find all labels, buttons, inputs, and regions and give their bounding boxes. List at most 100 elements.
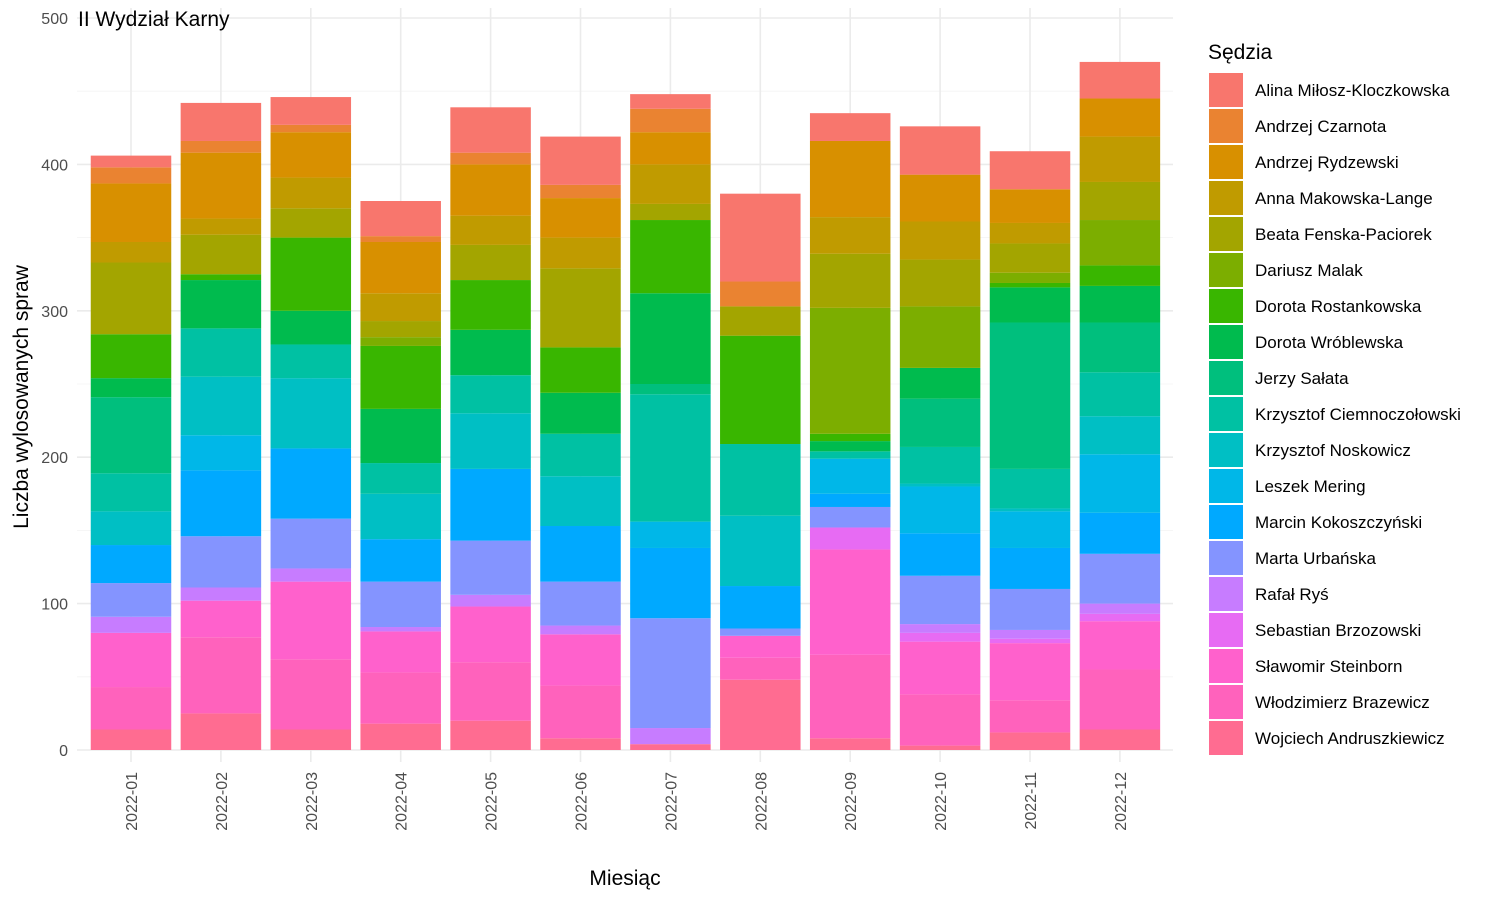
- y-tick-label: 100: [41, 597, 68, 614]
- bar-segment: [899, 483, 981, 487]
- bar-segment: [540, 526, 621, 582]
- legend-key: [1209, 721, 1243, 755]
- bar-segment: [360, 627, 441, 632]
- bar-segment: [90, 241, 172, 263]
- legend-items: Alina Miłosz-Kloczkowska Andrzej Czarnota…: [1209, 73, 1461, 755]
- bar-segment: [899, 694, 981, 746]
- x-tick-label: 2022-12: [1113, 772, 1130, 831]
- bar-segment: [540, 198, 621, 238]
- bar-segment: [270, 344, 352, 379]
- bar-segment: [1079, 553, 1161, 604]
- legend-label: Alina Miłosz-Kloczkowska: [1255, 81, 1450, 100]
- legend-label: Andrzej Czarnota: [1255, 117, 1387, 136]
- bar-segment: [540, 685, 621, 739]
- bar-segment: [90, 729, 172, 750]
- bar-segment: [90, 616, 172, 633]
- legend-label: Wojciech Andruszkiewicz: [1255, 729, 1445, 748]
- legend-key: [1209, 577, 1243, 611]
- bar-segment: [809, 506, 891, 528]
- legend-label: Leszek Mering: [1255, 477, 1366, 496]
- bar-segment: [360, 293, 441, 322]
- bar-segment: [720, 444, 801, 516]
- y-axis-ticks: 0 100 200 300 400 500: [41, 11, 68, 760]
- bar-segment: [809, 451, 891, 459]
- bar-segment: [180, 536, 262, 588]
- legend-label: Andrzej Rydzewski: [1255, 153, 1399, 172]
- bar-segment: [1079, 729, 1161, 750]
- bar-segment: [809, 738, 891, 750]
- bar-segment: [360, 241, 441, 294]
- bar-segment: [1079, 669, 1161, 730]
- bar-segment: [270, 177, 352, 209]
- bar-segment: [720, 193, 801, 282]
- bar-segment: [989, 588, 1071, 630]
- bar-segment: [450, 152, 531, 165]
- y-tick-label: 0: [59, 743, 68, 760]
- bar-segment: [90, 632, 172, 688]
- bar-segment: [90, 262, 172, 335]
- y-tick-label: 400: [41, 157, 68, 174]
- bar-segment: [809, 549, 891, 655]
- legend-key: [1209, 109, 1243, 143]
- bar-segment: [90, 511, 172, 546]
- bar-segment: [180, 600, 262, 638]
- bar-segment: [630, 744, 711, 750]
- bar-segment: [180, 376, 262, 436]
- bar-segment: [809, 527, 891, 550]
- legend-key: [1209, 613, 1243, 647]
- bar-segment: [450, 107, 531, 153]
- bar-segment: [450, 280, 531, 330]
- bar-segment: [180, 280, 262, 329]
- bar-segment: [720, 586, 801, 629]
- bar-segment: [180, 152, 262, 219]
- bar-segment: [630, 293, 711, 384]
- bar-segment: [360, 581, 441, 628]
- bar-segment: [1079, 512, 1161, 554]
- legend-label: Krzysztof Noskowicz: [1255, 441, 1411, 460]
- bar-segment: [180, 587, 262, 601]
- bar-segment: [180, 218, 262, 235]
- bar-segment: [989, 272, 1071, 283]
- bar-segment: [270, 448, 352, 519]
- legend-key: [1209, 649, 1243, 683]
- bar-segment: [989, 322, 1071, 469]
- bar-segment: [450, 375, 531, 414]
- bar-segment: [720, 335, 801, 445]
- x-axis-title: Miesiąc: [589, 867, 660, 890]
- bar-segment: [630, 108, 711, 133]
- bar-segment: [360, 408, 441, 464]
- bar-segment: [450, 662, 531, 721]
- bar-segment: [1079, 181, 1161, 221]
- bar-segment: [540, 136, 621, 185]
- bar-segment: [1079, 322, 1161, 373]
- x-tick-label: 2022-01: [124, 772, 141, 831]
- bar-segment: [899, 745, 981, 750]
- x-tick-label: 2022-05: [484, 772, 501, 831]
- bar-segment: [809, 493, 891, 507]
- bar-segment: [630, 203, 711, 221]
- bar-segment: [809, 441, 891, 452]
- bars-layer: [90, 61, 1161, 750]
- x-tick-label: 2022-08: [753, 772, 770, 831]
- bar-segment: [270, 124, 352, 133]
- bar-segment: [1079, 372, 1161, 417]
- bar-segment: [809, 253, 891, 308]
- x-tick-label: 2022-07: [663, 772, 680, 831]
- legend-label: Dorota Wróblewska: [1255, 333, 1404, 352]
- bar-segment: [270, 237, 352, 311]
- bar-segment: [899, 398, 981, 447]
- bar-segment: [360, 201, 441, 237]
- bar-segment: [540, 581, 621, 626]
- bar-segment: [90, 167, 172, 184]
- bar-segment: [540, 634, 621, 686]
- legend-label: Sebastian Brzozowski: [1255, 621, 1421, 640]
- legend-label: Marcin Kokoszczyński: [1255, 513, 1422, 532]
- bar-segment: [270, 568, 352, 582]
- bar-segment: [989, 643, 1071, 701]
- bar-segment: [899, 259, 981, 307]
- bar-segment: [270, 659, 352, 730]
- bar-segment: [180, 140, 262, 153]
- bar-segment: [90, 334, 172, 379]
- bar-segment: [360, 337, 441, 346]
- bar-segment: [989, 287, 1071, 323]
